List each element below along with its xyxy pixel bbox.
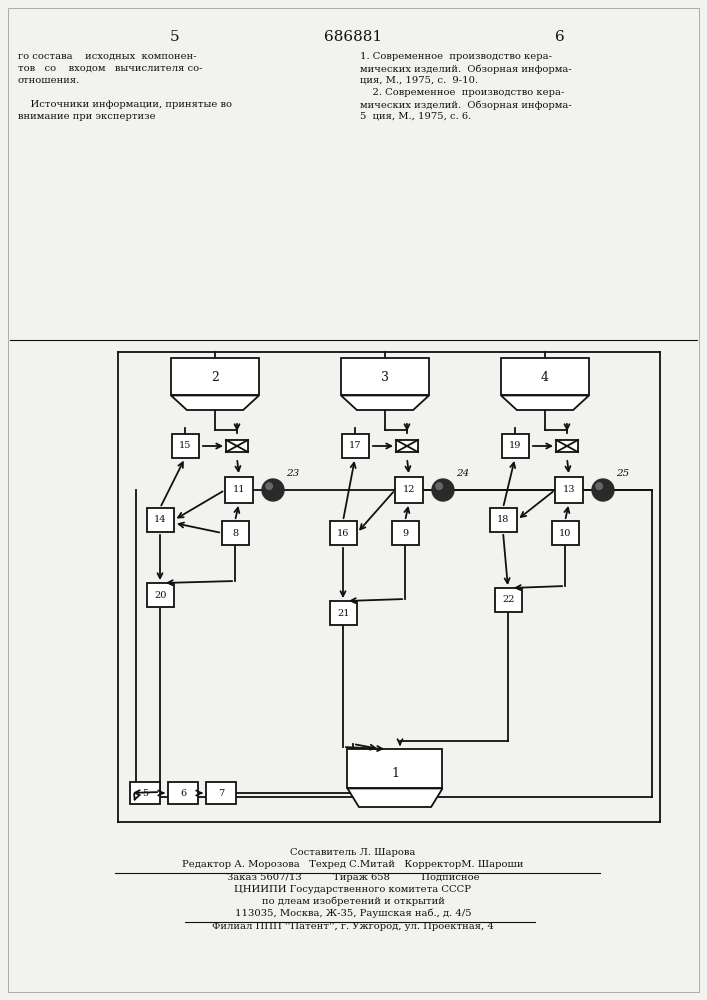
Polygon shape bbox=[348, 788, 443, 807]
Text: 11: 11 bbox=[233, 486, 245, 494]
Circle shape bbox=[432, 479, 454, 501]
Text: Составитель Л. Шарова: Составитель Л. Шарова bbox=[291, 848, 416, 857]
Polygon shape bbox=[501, 395, 589, 410]
Text: 16: 16 bbox=[337, 528, 350, 538]
Text: 8: 8 bbox=[233, 528, 238, 538]
Bar bbox=[495, 588, 522, 612]
Bar bbox=[147, 583, 174, 607]
Text: 10: 10 bbox=[559, 528, 572, 538]
Text: 9: 9 bbox=[402, 528, 409, 538]
Circle shape bbox=[266, 483, 272, 489]
Text: 2. Современное  производство кера-: 2. Современное производство кера- bbox=[360, 88, 564, 97]
Text: ЦНИИПИ Государственного комитета СССР: ЦНИИПИ Государственного комитета СССР bbox=[235, 885, 472, 894]
Text: 3: 3 bbox=[381, 371, 389, 384]
Text: 686881: 686881 bbox=[324, 30, 382, 44]
Text: 5: 5 bbox=[170, 30, 180, 44]
Bar bbox=[395, 477, 423, 503]
Text: 13: 13 bbox=[563, 486, 575, 494]
Circle shape bbox=[592, 479, 614, 501]
Text: 5: 5 bbox=[142, 788, 148, 798]
Text: 6: 6 bbox=[180, 788, 186, 798]
Text: тов   со    входом   вычислителя со-: тов со входом вычислителя со- bbox=[18, 64, 202, 73]
Bar bbox=[226, 440, 248, 452]
Bar bbox=[225, 477, 253, 503]
Bar bbox=[330, 521, 357, 545]
Text: ция, М., 1975, с.  9-10.: ция, М., 1975, с. 9-10. bbox=[360, 76, 478, 85]
Bar bbox=[342, 434, 369, 458]
Bar bbox=[490, 508, 517, 532]
Text: мических изделий.  Обзорная информа-: мических изделий. Обзорная информа- bbox=[360, 64, 572, 74]
Bar bbox=[330, 601, 357, 625]
Polygon shape bbox=[341, 395, 429, 410]
Bar bbox=[222, 521, 249, 545]
Bar bbox=[396, 440, 418, 452]
Polygon shape bbox=[171, 395, 259, 410]
Bar bbox=[341, 358, 429, 395]
Bar bbox=[392, 521, 419, 545]
Text: Филиал ППП ''Патент'', г. Ужгород, ул. Проектная, 4: Филиал ППП ''Патент'', г. Ужгород, ул. П… bbox=[212, 922, 494, 931]
Circle shape bbox=[436, 483, 443, 489]
Text: го состава    исходных  компонен-: го состава исходных компонен- bbox=[18, 52, 197, 61]
Bar bbox=[552, 521, 579, 545]
Bar bbox=[168, 782, 198, 804]
Text: 18: 18 bbox=[497, 516, 510, 524]
Bar bbox=[348, 749, 443, 788]
Text: Редактор А. Морозова   Техред С.Митай   КорректорМ. Шароши: Редактор А. Морозова Техред С.Митай Корр… bbox=[182, 860, 524, 869]
Text: 6: 6 bbox=[555, 30, 565, 44]
Text: 17: 17 bbox=[349, 442, 362, 450]
Text: 14: 14 bbox=[154, 516, 167, 524]
Text: 12: 12 bbox=[403, 486, 415, 494]
Circle shape bbox=[262, 479, 284, 501]
Text: Заказ 5607/13          Тираж 658          Подписное: Заказ 5607/13 Тираж 658 Подписное bbox=[227, 873, 479, 882]
Bar bbox=[147, 508, 174, 532]
Bar bbox=[130, 782, 160, 804]
Bar bbox=[172, 434, 199, 458]
Text: 24: 24 bbox=[456, 469, 469, 478]
Text: 1: 1 bbox=[391, 767, 399, 780]
Bar bbox=[206, 782, 236, 804]
Circle shape bbox=[596, 483, 602, 489]
Text: 23: 23 bbox=[286, 469, 299, 478]
Text: 4: 4 bbox=[541, 371, 549, 384]
Text: 1. Современное  производство кера-: 1. Современное производство кера- bbox=[360, 52, 552, 61]
Text: 20: 20 bbox=[154, 590, 167, 599]
Bar bbox=[501, 358, 589, 395]
Text: 15: 15 bbox=[180, 442, 192, 450]
Text: 5  ция, М., 1975, с. 6.: 5 ция, М., 1975, с. 6. bbox=[360, 112, 472, 121]
Text: по длеам изобретений и открытий: по длеам изобретений и открытий bbox=[262, 897, 445, 906]
Text: мических изделий.  Обзорная информа-: мических изделий. Обзорная информа- bbox=[360, 100, 572, 109]
Text: отношения.: отношения. bbox=[18, 76, 81, 85]
Bar bbox=[555, 477, 583, 503]
Bar bbox=[556, 440, 578, 452]
Text: 2: 2 bbox=[211, 371, 219, 384]
Text: 19: 19 bbox=[509, 442, 522, 450]
Bar bbox=[171, 358, 259, 395]
Text: внимание при экспертизе: внимание при экспертизе bbox=[18, 112, 156, 121]
Text: 7: 7 bbox=[218, 788, 224, 798]
Text: 21: 21 bbox=[337, 608, 350, 617]
Text: 113035, Москва, Ж-35, Раушская наб., д. 4/5: 113035, Москва, Ж-35, Раушская наб., д. … bbox=[235, 909, 472, 918]
Bar bbox=[502, 434, 529, 458]
Text: Источники информации, принятые во: Источники информации, принятые во bbox=[18, 100, 232, 109]
Text: 22: 22 bbox=[502, 595, 515, 604]
Text: 25: 25 bbox=[616, 469, 629, 478]
